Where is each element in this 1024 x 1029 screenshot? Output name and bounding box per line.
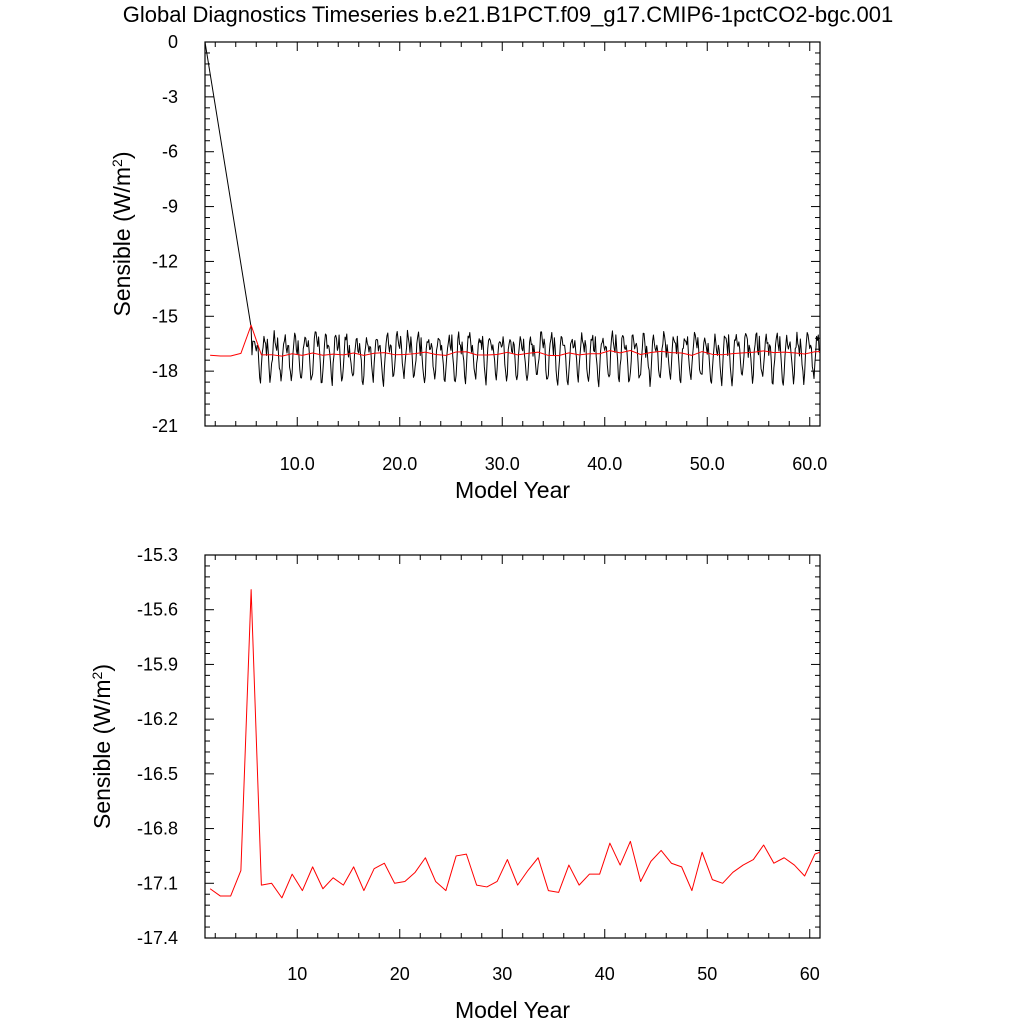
y-tick-label: 0 xyxy=(168,32,178,52)
y-axis-label: Sensible (W/m2) xyxy=(109,151,135,316)
y-tick-label: -15.9 xyxy=(137,654,178,674)
y-tick-label: -21 xyxy=(152,416,178,436)
y-tick-label: -18 xyxy=(152,361,178,381)
x-tick-label: 50.0 xyxy=(690,454,725,474)
y-tick-label: -16.8 xyxy=(137,819,178,839)
y-tick-label: -17.1 xyxy=(137,873,178,893)
series-annual-line xyxy=(209,589,820,899)
x-axis-label: Model Year xyxy=(455,997,570,1023)
y-tick-label: -16.5 xyxy=(137,764,178,784)
x-tick-label: 30.0 xyxy=(485,454,520,474)
panel-1: 10.0 20.0 30.0 40.0 50.0 60.0 0 -3 -6 -9 -12 -15 -18… xyxy=(109,32,827,503)
x-tick-label: 50 xyxy=(697,964,717,984)
y-tick-label: -17.4 xyxy=(137,928,178,948)
plot-frame xyxy=(204,554,821,939)
x-tick-label: 20 xyxy=(390,964,410,984)
panel-2: 10 20 30 40 50 60 -15.3 -15.6 -15.9 -16.2 -16.5 -16… xyxy=(89,545,821,1023)
series-annual-line xyxy=(210,324,820,357)
y-tick-label: -3 xyxy=(162,87,178,107)
series-monthly-line xyxy=(205,42,820,388)
x-tick-label: 10 xyxy=(287,964,307,984)
x-tick-label: 30 xyxy=(492,964,512,984)
y-axis-label: Sensible (W/m2) xyxy=(89,664,115,829)
y-tick-label: -6 xyxy=(162,142,178,162)
x-tick-label: 60 xyxy=(800,964,820,984)
y-tick-label: -15.3 xyxy=(137,545,178,565)
y-tick-label: -15 xyxy=(152,306,178,326)
x-tick-label: 40.0 xyxy=(587,454,622,474)
x-axis-label: Model Year xyxy=(455,477,570,503)
y-tick-label: -15.6 xyxy=(137,600,178,620)
y-tick-label: -12 xyxy=(152,251,178,271)
y-tick-label: -9 xyxy=(162,197,178,217)
y-tick-label: -16.2 xyxy=(137,709,178,729)
x-tick-label: 10.0 xyxy=(280,454,315,474)
x-tick-label: 40 xyxy=(595,964,615,984)
plot-frame xyxy=(204,41,821,427)
x-tick-label: 60.0 xyxy=(792,454,827,474)
x-tick-label: 20.0 xyxy=(382,454,417,474)
chart-title: Global Diagnostics Timeseries b.e21.B1PC… xyxy=(123,2,893,27)
